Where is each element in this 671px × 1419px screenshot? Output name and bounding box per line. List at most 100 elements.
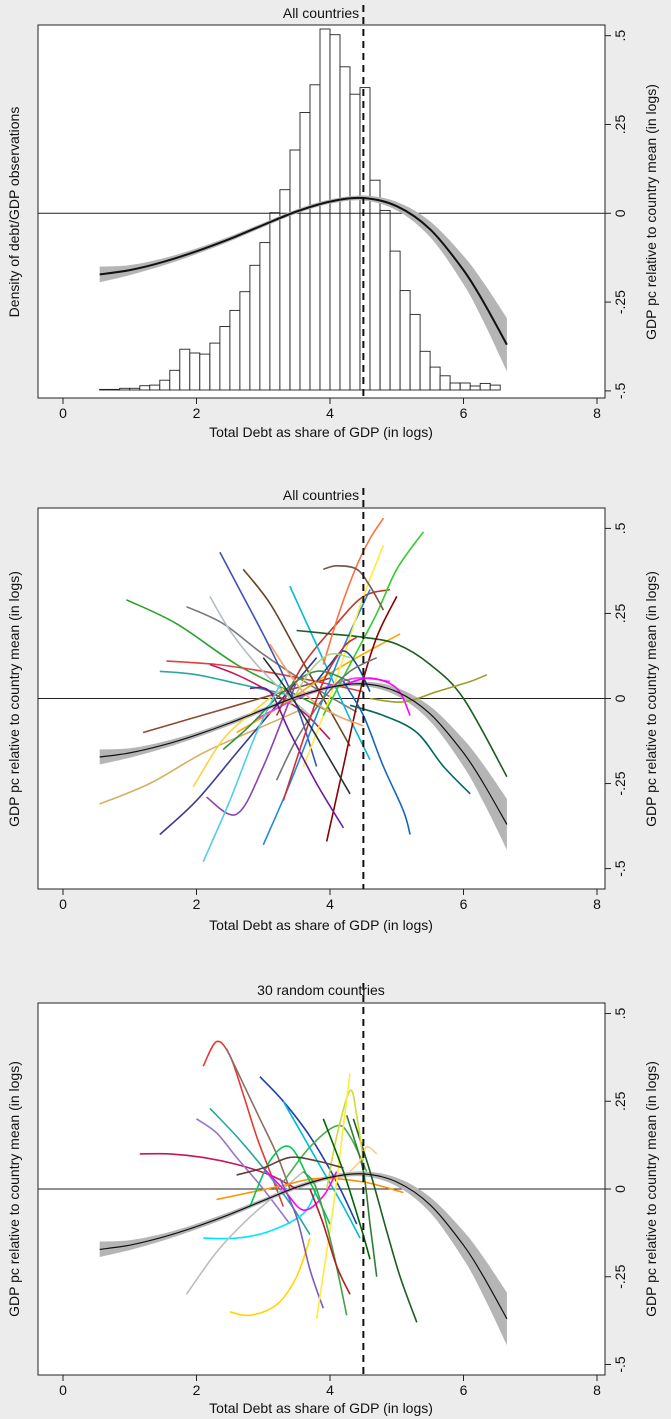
- x-axis-label: Total Debt as share of GDP (in logs): [209, 424, 433, 440]
- histogram-bar: [469, 385, 481, 391]
- y-tick-label: .5: [612, 30, 628, 42]
- y-axis-right: -.5 -.25 0 .25 .5: [605, 522, 628, 877]
- y-tick-label: -.5: [612, 1356, 628, 1373]
- country-series-line: [309, 1188, 351, 1295]
- histogram-bar: [339, 66, 351, 391]
- panel-title: All countries: [283, 5, 359, 21]
- x-axis: 0 2 4 6 8: [59, 1375, 601, 1398]
- y-axis-label-left: GDP pc relative to country mean (in logs…: [6, 571, 22, 827]
- country-series-line: [352, 1118, 418, 1323]
- marks: [38, 5, 605, 398]
- histogram-bar: [139, 385, 151, 391]
- country-series-line: [302, 545, 385, 767]
- fitted-curve: [99, 1173, 508, 1320]
- x-axis-label: Total Debt as share of GDP (in logs): [209, 917, 433, 933]
- y-axis-right: -.5 -.25 0 .25 .5: [605, 30, 628, 399]
- y-axis-label-left: GDP pc relative to country mean (in logs…: [6, 1061, 22, 1317]
- histogram-bar: [489, 384, 501, 391]
- x-tick-label: 4: [326, 405, 334, 421]
- country-series-line: [196, 1118, 291, 1225]
- country-series-line: [99, 707, 304, 805]
- country-series-line: [249, 686, 345, 829]
- x-tick-label: 0: [59, 405, 67, 421]
- histogram-bar: [199, 353, 211, 391]
- histogram-bar: [229, 309, 241, 391]
- x-axis: 0 2 4 6 8: [59, 889, 601, 912]
- country-series-line: [289, 652, 351, 706]
- country-series-line: [219, 551, 318, 767]
- histogram-bar: [379, 209, 391, 391]
- country-series-line: [262, 589, 371, 846]
- country-series-line: [192, 687, 284, 788]
- x-tick-label: 2: [193, 405, 201, 421]
- x-tick-label: 8: [593, 1382, 601, 1398]
- histogram-bar: [369, 179, 381, 391]
- country-series-line: [343, 677, 411, 716]
- histogram-bar: [409, 313, 421, 391]
- x-axis-label: Total Debt as share of GDP (in logs): [209, 1400, 433, 1416]
- country-series-line: [315, 650, 371, 693]
- x-tick-label: 2: [193, 1382, 201, 1398]
- country-series-line: [282, 1100, 361, 1239]
- y-tick-label: .25: [612, 1091, 628, 1111]
- y-tick-label: 0: [612, 1185, 628, 1193]
- histogram-bar: [359, 87, 371, 391]
- histogram-bar: [259, 242, 271, 391]
- histogram-bar: [449, 382, 461, 391]
- histogram-bar: [219, 326, 231, 391]
- country-series-line: [322, 517, 385, 665]
- country-series-line: [216, 1177, 404, 1201]
- y-tick-label: .25: [612, 604, 628, 624]
- country-series-line: [282, 636, 358, 801]
- country-series-line: [345, 1115, 378, 1277]
- histogram-bar: [99, 388, 111, 391]
- country-series-line: [142, 677, 331, 734]
- y-axis-label-left: Density of debt/GDP observations: [6, 107, 22, 318]
- y-tick-label: 0: [612, 209, 628, 217]
- histogram-bar: [109, 388, 121, 391]
- country-series-line: [202, 1040, 285, 1207]
- histogram-bar: [479, 382, 491, 391]
- histogram-bar: [189, 352, 201, 391]
- panel-1: All countries 0 2 4 6 8 -.5 -.25 0 .25 .5 Total …: [6, 5, 659, 440]
- country-series-line: [225, 1048, 291, 1190]
- plot-marks: [38, 1040, 605, 1346]
- country-series-line: [302, 1170, 348, 1316]
- y-axis-label-right: GDP pc relative to country mean (in logs…: [643, 1061, 659, 1317]
- country-series-line: [325, 1089, 365, 1190]
- x-tick-label: 6: [460, 1382, 468, 1398]
- histogram-bar: [159, 379, 171, 391]
- x-tick-label: 4: [326, 1382, 334, 1398]
- histogram-bar: [149, 384, 161, 391]
- country-series-line: [249, 1145, 331, 1225]
- histogram-bar: [309, 84, 321, 391]
- y-tick-label: -.25: [612, 771, 628, 795]
- country-series-line: [202, 677, 285, 863]
- x-tick-label: 8: [593, 896, 601, 912]
- histogram-bar: [389, 250, 401, 391]
- fitted-curve: [99, 196, 508, 346]
- histogram-bar: [209, 342, 221, 391]
- histogram-bar: [269, 212, 281, 391]
- country-series-line: [279, 1178, 325, 1309]
- y-tick-label: -.25: [612, 1264, 628, 1288]
- country-series-line: [369, 673, 488, 703]
- marks: [38, 983, 605, 1375]
- country-series-line: [296, 629, 508, 778]
- histogram-bar: [439, 375, 451, 391]
- country-series-line: [185, 1170, 304, 1295]
- histogram-bar: [319, 28, 331, 391]
- country-series-line: [325, 596, 398, 842]
- x-axis: 0 2 4 6 8: [59, 398, 601, 421]
- y-axis-label-right: GDP pc relative to country mean (in logs…: [643, 571, 659, 827]
- fitted-curve: [99, 683, 508, 825]
- panel-title: All countries: [283, 487, 359, 503]
- histogram-bar: [299, 112, 311, 391]
- histogram-bar: [249, 264, 261, 391]
- country-series-line: [206, 681, 298, 816]
- plot-marks: [38, 517, 605, 863]
- country-series-line: [342, 681, 411, 835]
- panel-2: All countries 0 2 4 6 8 -.5 -.25 0 .25 .5 Total …: [6, 487, 659, 933]
